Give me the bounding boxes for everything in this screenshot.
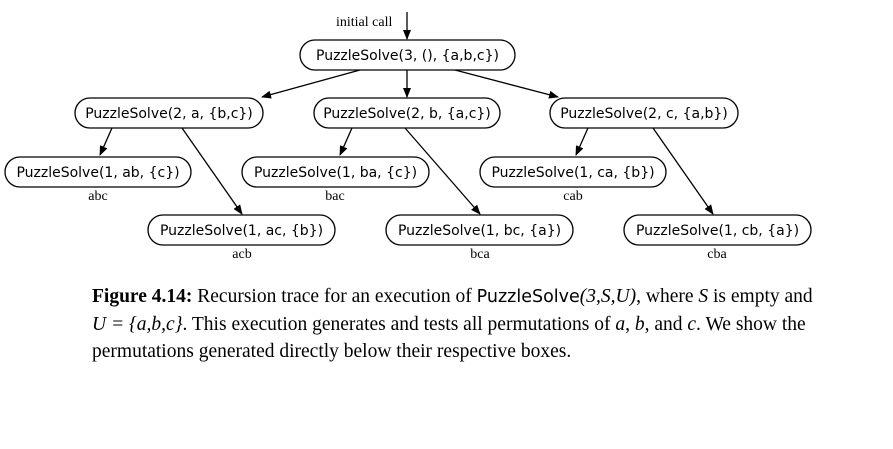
node-level1-b: PuzzleSolve(2, b, {a,c}) (313, 97, 501, 129)
node-level2-ca: PuzzleSolve(1, ca, {b}) (479, 156, 667, 188)
caption-text-7: . We show the permutations generated dir… (92, 314, 806, 362)
caption-var-s: S (698, 286, 709, 307)
edge-root-to-a (261, 69, 361, 99)
edge-a-to-ab (99, 127, 113, 156)
caption-label: Figure 4.14: (92, 286, 193, 307)
caption-text-3: is empty and (708, 286, 813, 307)
perm-acb: acb (232, 247, 251, 262)
figure-caption: Figure 4.14: Recursion trace for an exec… (92, 283, 822, 365)
node-level2-bc-label: PuzzleSolve(1, bc, {a}) (398, 223, 561, 239)
caption-function-name: PuzzleSolve (476, 287, 580, 307)
node-level1-c-label: PuzzleSolve(2, c, {a,b}) (560, 106, 728, 122)
node-level2-ab: PuzzleSolve(1, ab, {c}) (4, 156, 192, 188)
perm-bac: bac (325, 189, 344, 204)
edge-c-to-ca (575, 127, 589, 156)
node-root-label: PuzzleSolve(3, (), {a,b,c}) (316, 48, 499, 64)
node-level2-bc: PuzzleSolve(1, bc, {a}) (385, 214, 574, 246)
edge-root-to-c (454, 69, 559, 99)
caption-text-2: , where (636, 286, 699, 307)
initial-call-label: initial call (336, 15, 392, 30)
node-level2-ac-label: PuzzleSolve(1, ac, {b}) (160, 223, 323, 239)
node-level1-a-label: PuzzleSolve(2, a, {b,c}) (85, 106, 253, 122)
perm-cba: cba (707, 247, 727, 262)
edge-c-to-cb (652, 127, 714, 215)
caption-text-4: . This execution generates and tests all… (182, 314, 616, 335)
node-level2-ba: PuzzleSolve(1, ba, {c}) (241, 156, 430, 188)
node-level2-cb-label: PuzzleSolve(1, cb, {a}) (636, 223, 799, 239)
caption-text-6: , and (644, 314, 688, 335)
node-level2-ba-label: PuzzleSolve(1, ba, {c}) (254, 165, 417, 181)
perm-abc: abc (88, 189, 107, 204)
caption-text-1: Recursion trace for an execution of (192, 286, 477, 307)
edge-b-to-bc (404, 127, 481, 215)
node-level2-ab-label: PuzzleSolve(1, ab, {c}) (16, 165, 179, 181)
perm-bca: bca (470, 247, 490, 262)
caption-var-a: a (615, 314, 626, 335)
node-root: PuzzleSolve(3, (), {a,b,c}) (299, 39, 516, 71)
caption-var-c: c (687, 314, 697, 335)
caption-text-5: , (625, 314, 635, 335)
edge-a-to-ac (181, 127, 243, 215)
node-level1-b-label: PuzzleSolve(2, b, {a,c}) (323, 106, 491, 122)
perm-cab: cab (563, 189, 582, 204)
node-level2-ca-label: PuzzleSolve(1, ca, {b}) (491, 165, 654, 181)
caption-var-b: b (634, 314, 645, 335)
caption-set-u: U = {a,b,c} (92, 314, 183, 335)
node-level1-a: PuzzleSolve(2, a, {b,c}) (74, 97, 264, 129)
node-level2-ac: PuzzleSolve(1, ac, {b}) (147, 214, 336, 246)
node-level2-cb: PuzzleSolve(1, cb, {a}) (623, 214, 812, 246)
caption-function-args: (3,S,U) (579, 286, 637, 307)
edge-b-to-ba (339, 127, 353, 156)
recursion-tree: initial call PuzzleSolve(3, (), {a,b,c})… (4, 12, 812, 262)
node-level1-c: PuzzleSolve(2, c, {a,b}) (549, 97, 739, 129)
